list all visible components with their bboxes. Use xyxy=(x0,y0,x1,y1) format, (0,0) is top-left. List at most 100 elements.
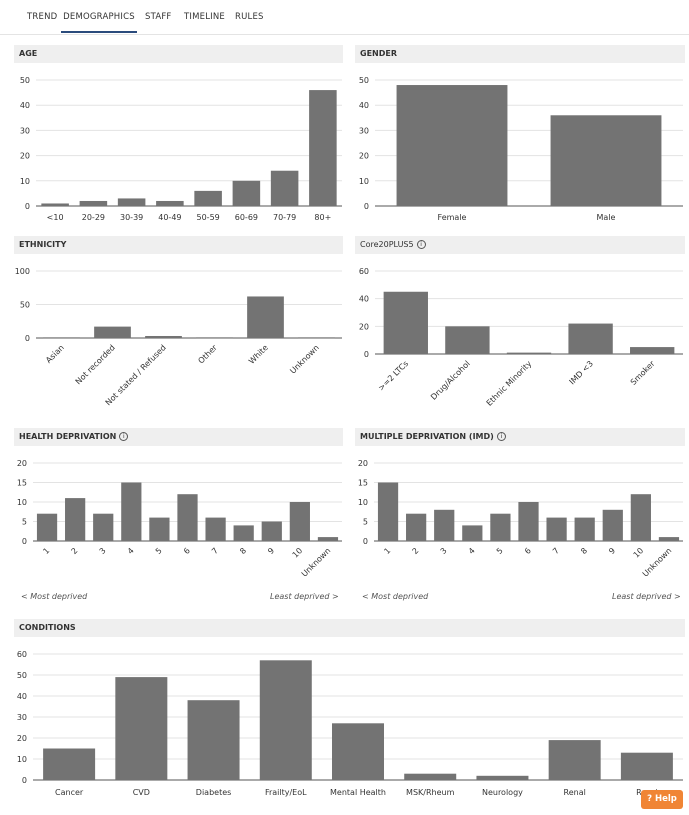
health_dep-category-label: 8 xyxy=(238,546,248,556)
health_dep-bar xyxy=(149,517,170,541)
conditions-ytick-label: 60 xyxy=(17,650,27,659)
ethnicity-bar xyxy=(94,326,131,338)
info-icon[interactable]: i xyxy=(496,432,506,441)
gender-ytick-label: 20 xyxy=(359,152,369,161)
gender-ytick-label: 0 xyxy=(364,202,369,211)
gender-ytick-label: 40 xyxy=(359,101,369,110)
gender-ytick-label: 50 xyxy=(359,76,369,85)
health_dep-bar xyxy=(317,537,339,541)
info-icon[interactable]: i xyxy=(119,432,129,441)
help-button[interactable]: ? Help xyxy=(641,790,683,809)
health_dep-category-label: 5 xyxy=(154,546,164,556)
core20-plot: 0 20 40 60 >=2 LTCs Drug/Alcohol Ethnic Minori… xyxy=(359,267,683,408)
ethnicity-bar xyxy=(298,337,335,339)
imd-ytick-label: 20 xyxy=(358,459,368,468)
core20-category-label: Ethnic Minority xyxy=(485,359,534,408)
gender-title: GENDER xyxy=(360,49,397,58)
core20-ytick-label: 40 xyxy=(359,295,369,304)
health_dep-ytick-label: 15 xyxy=(17,479,27,488)
conditions-bar xyxy=(476,775,529,780)
age-bar xyxy=(41,203,69,206)
health-most-deprived-note: < Most deprived xyxy=(21,592,88,601)
conditions-ytick-label: 10 xyxy=(17,755,27,764)
conditions-bar xyxy=(620,752,673,780)
health-least-deprived-note: Least deprived > xyxy=(270,592,339,601)
tab-trend[interactable]: TREND xyxy=(27,12,58,22)
health_dep-bar xyxy=(261,521,282,541)
age-category-label: 60-69 xyxy=(235,213,258,222)
core20-ytick-label: 60 xyxy=(359,267,369,276)
imd-bar xyxy=(658,537,680,541)
conditions-category-label: Diabetes xyxy=(196,788,232,797)
health_dep-category-label: Unknown xyxy=(300,546,333,579)
health_dep-category-label: 1 xyxy=(41,546,51,556)
ethnicity-category-label: White xyxy=(247,343,270,366)
health_dep-ytick-label: 10 xyxy=(17,498,27,507)
info-icon[interactable]: i xyxy=(416,240,426,249)
health_dep-ytick-label: 5 xyxy=(22,518,27,527)
health_dep-bar xyxy=(177,494,198,541)
gender-ytick-label: 30 xyxy=(359,126,369,135)
age-bar xyxy=(309,90,337,206)
conditions-plot: 0 10 20 30 40 50 60 Cancer CVD Diabetes Frailty/Eo… xyxy=(17,650,683,797)
ethnicity-bar xyxy=(43,337,80,339)
health_dep-bar xyxy=(65,498,86,541)
age-category-label: 80+ xyxy=(314,213,331,222)
ethnicity-category-label: Asian xyxy=(44,343,66,365)
age-plot: 0 10 20 30 40 50 <10 20-29 30-39 40-49 50-59 60-69 7… xyxy=(20,76,342,222)
ethnicity-title: ETHNICITY xyxy=(19,240,67,249)
conditions-category-label: Mental Health xyxy=(330,788,386,797)
core20-bar xyxy=(630,347,675,354)
health_dep-category-label: 4 xyxy=(126,546,136,556)
imd-category-label: Unknown xyxy=(641,546,674,579)
tab-rules[interactable]: RULES xyxy=(235,12,264,22)
conditions-bar xyxy=(259,660,312,780)
imd-title: MULTIPLE DEPRIVATION (IMD) xyxy=(360,432,494,441)
core20-title: Core20PLUS5 xyxy=(360,240,414,249)
health_dep-ytick-label: 20 xyxy=(17,459,27,468)
imd-bar xyxy=(406,513,427,541)
gender-bar xyxy=(550,115,662,206)
age-ytick-label: 30 xyxy=(20,126,30,135)
age-bar xyxy=(270,170,299,206)
tab-demographics[interactable]: DEMOGRAPHICS xyxy=(61,0,137,33)
tab-staff[interactable]: STAFF xyxy=(145,12,172,22)
imd-panel-header: MULTIPLE DEPRIVATION (IMD) i xyxy=(355,428,685,446)
ethnicity-panel-header: ETHNICITY xyxy=(14,236,343,254)
core20-bar xyxy=(506,352,552,354)
health_dep-ytick-label: 0 xyxy=(22,537,27,546)
age-ytick-label: 40 xyxy=(20,101,30,110)
conditions-bar xyxy=(43,748,96,780)
conditions-ytick-label: 30 xyxy=(17,713,27,722)
conditions-bar xyxy=(187,700,240,780)
conditions-category-label: Frailty/EoL xyxy=(265,788,307,797)
imd-least-deprived-note: Least deprived > xyxy=(612,592,681,601)
imd-ytick-label: 0 xyxy=(363,537,368,546)
ethnicity-category-label: Not recorded xyxy=(74,343,117,386)
imd-bar xyxy=(434,509,455,541)
conditions-category-label: Renal xyxy=(564,788,586,797)
imd-bar xyxy=(462,525,483,541)
imd-bar xyxy=(574,517,595,541)
core20-bar xyxy=(383,291,428,354)
tab-bar: TREND DEMOGRAPHICS STAFF TIMELINE RULES xyxy=(0,0,689,35)
health_dep-category-label: 2 xyxy=(70,546,80,556)
age-bar xyxy=(194,190,222,206)
ethnicity-ytick-label: 0 xyxy=(25,334,30,343)
health_dep-category-label: 9 xyxy=(266,546,276,556)
ethnicity-bar xyxy=(247,296,284,338)
conditions-ytick-label: 50 xyxy=(17,671,27,680)
age-ytick-label: 0 xyxy=(25,202,30,211)
imd-category-label: 5 xyxy=(495,546,505,556)
age-category-label: 50-59 xyxy=(197,213,220,222)
conditions-category-label: CVD xyxy=(133,788,150,797)
health_dep-category-label: 10 xyxy=(291,546,305,560)
ethnicity-bar xyxy=(196,337,233,339)
age-ytick-label: 50 xyxy=(20,76,30,85)
tab-timeline[interactable]: TIMELINE xyxy=(184,12,225,22)
imd-bar xyxy=(630,494,651,541)
health_dep-category-label: 3 xyxy=(98,546,108,556)
conditions-ytick-label: 0 xyxy=(22,776,27,785)
age-category-label: 40-49 xyxy=(158,213,181,222)
